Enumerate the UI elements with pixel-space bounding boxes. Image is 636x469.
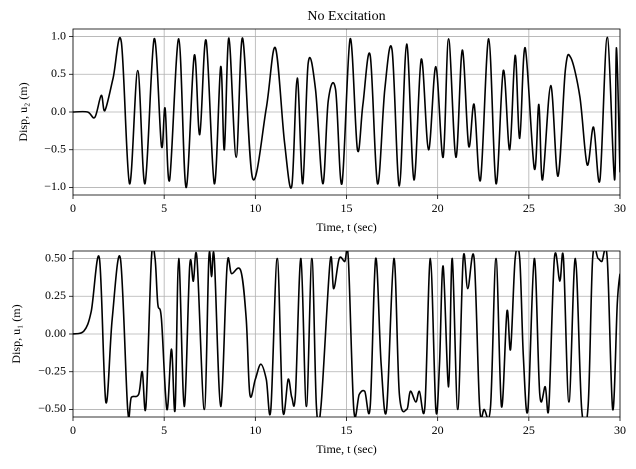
y-tick-label: −1.0: [44, 179, 66, 193]
x-tick-label: 30: [614, 423, 626, 437]
y-tick-label: 0.25: [45, 288, 66, 302]
x-axis-label: Time, t (sec): [316, 442, 377, 456]
x-tick-label: 0: [70, 423, 76, 437]
y-axis-label: Disp, u₁ (m): [9, 304, 23, 363]
x-tick-label: 30: [614, 201, 626, 215]
x-tick-label: 20: [432, 423, 444, 437]
axes-frame: [72, 250, 621, 418]
x-tick-label: 15: [341, 423, 353, 437]
x-tick-label: 10: [249, 201, 261, 215]
x-axis-label: Time, t (sec): [316, 220, 377, 234]
y-tick-label: −0.50: [38, 401, 66, 415]
y-tick-label: 0.5: [51, 66, 66, 80]
x-tick-label: 5: [161, 201, 167, 215]
y-tick-label: −0.25: [38, 363, 66, 377]
y-tick-label: 1.0: [51, 28, 66, 42]
y-tick-label: 0.0: [51, 104, 66, 118]
y-axis-label: Disp, u₂ (m): [16, 82, 30, 141]
x-tick-label: 5: [161, 423, 167, 437]
y-tick-label: −0.5: [44, 141, 66, 155]
y-tick-label: 0.00: [45, 326, 66, 340]
x-tick-label: 20: [432, 201, 444, 215]
data-line: [73, 251, 620, 417]
x-tick-label: 0: [70, 201, 76, 215]
x-tick-label: 15: [341, 201, 353, 215]
x-tick-label: 25: [523, 423, 535, 437]
x-tick-label: 25: [523, 201, 535, 215]
axes-frame: [72, 28, 621, 196]
data-line: [73, 36, 620, 189]
chart-title: No Excitation: [307, 9, 385, 24]
y-tick-label: 0.50: [45, 250, 66, 264]
x-tick-label: 10: [249, 423, 261, 437]
